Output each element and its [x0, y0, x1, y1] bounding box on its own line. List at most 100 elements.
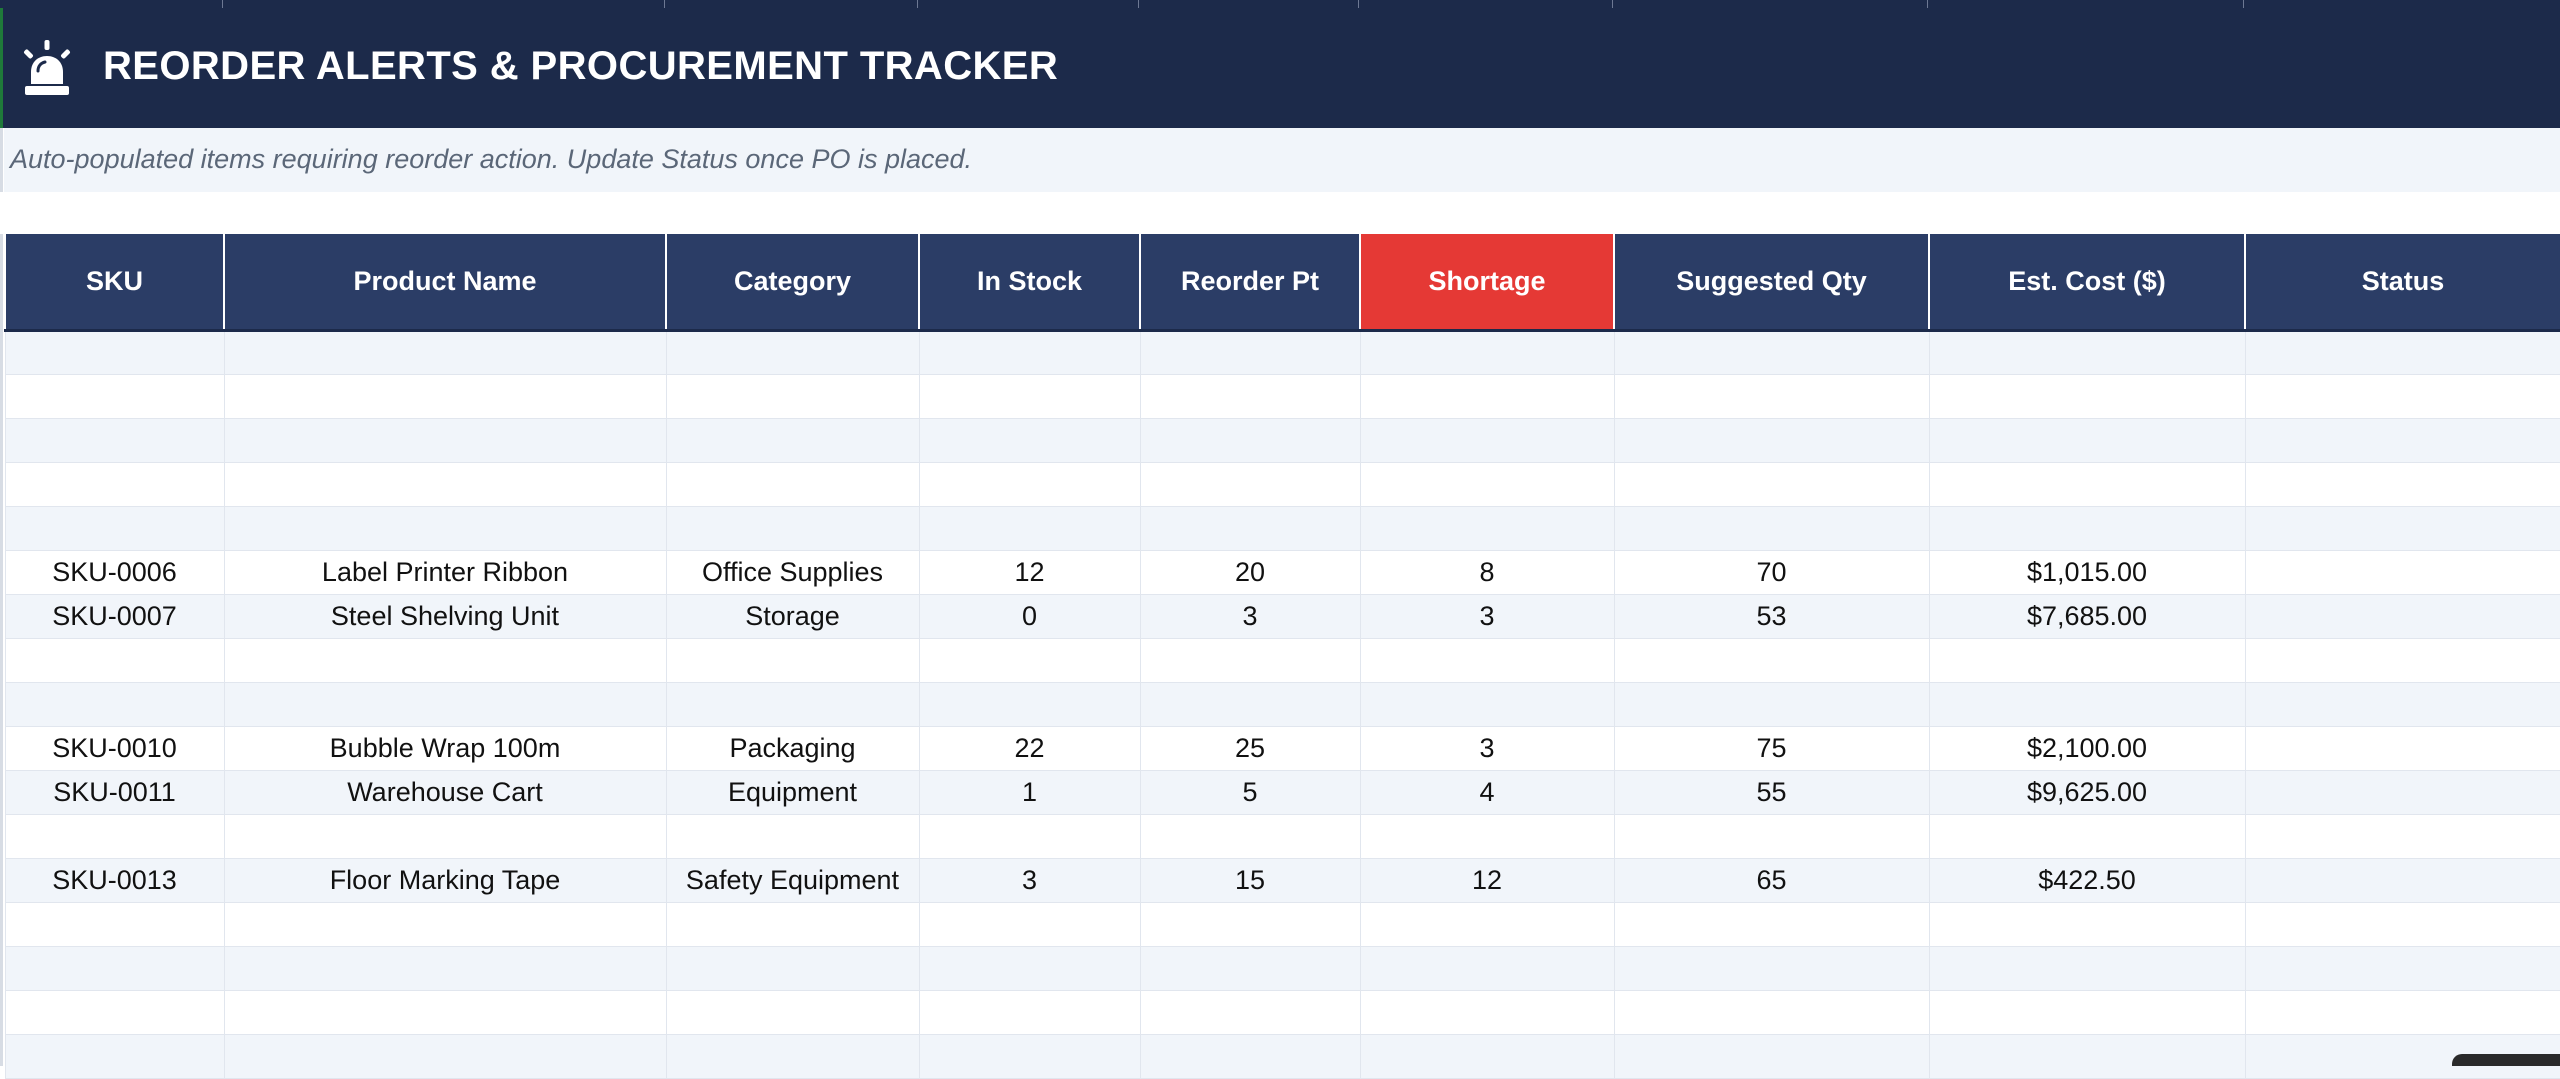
cell-in-stock[interactable] [918, 1034, 1141, 1079]
cell-status[interactable] [2244, 858, 2560, 903]
cell-suggested-qty[interactable] [1613, 990, 1930, 1035]
cell-sku[interactable]: SKU-0007 [4, 594, 225, 639]
cell-shortage[interactable]: 3 [1359, 594, 1615, 639]
cell-est-cost[interactable]: $2,100.00 [1928, 726, 2246, 771]
cell-in-stock[interactable]: 22 [918, 726, 1141, 771]
cell-suggested-qty[interactable] [1613, 374, 1930, 419]
cell-status[interactable] [2244, 814, 2560, 859]
cell-suggested-qty[interactable] [1613, 462, 1930, 507]
cell-in-stock[interactable] [918, 462, 1141, 507]
cell-suggested-qty[interactable] [1613, 330, 1930, 375]
cell-reorder-pt[interactable] [1139, 462, 1361, 507]
cell-product-name[interactable]: Floor Marking Tape [223, 858, 667, 903]
cell-product-name[interactable] [223, 902, 667, 947]
cell-sku[interactable]: SKU-0010 [4, 726, 225, 771]
cell-suggested-qty[interactable]: 55 [1613, 770, 1930, 815]
cell-status[interactable] [2244, 594, 2560, 639]
cell-shortage[interactable] [1359, 638, 1615, 683]
cell-in-stock[interactable] [918, 990, 1141, 1035]
cell-sku[interactable] [4, 462, 225, 507]
column-header-sku[interactable]: SKU [4, 234, 225, 332]
cell-shortage[interactable]: 12 [1359, 858, 1615, 903]
cell-category[interactable] [665, 902, 920, 947]
cell-category[interactable] [665, 418, 920, 463]
cell-status[interactable] [2244, 506, 2560, 551]
cell-sku[interactable] [4, 1034, 225, 1079]
cell-status[interactable] [2244, 462, 2560, 507]
cell-category[interactable]: Storage [665, 594, 920, 639]
column-header-reorder-pt[interactable]: Reorder Pt [1139, 234, 1361, 332]
cell-suggested-qty[interactable]: 65 [1613, 858, 1930, 903]
cell-shortage[interactable] [1359, 374, 1615, 419]
cell-reorder-pt[interactable] [1139, 1034, 1361, 1079]
cell-sku[interactable] [4, 814, 225, 859]
cell-in-stock[interactable] [918, 814, 1141, 859]
cell-suggested-qty[interactable] [1613, 418, 1930, 463]
cell-est-cost[interactable] [1928, 638, 2246, 683]
cell-shortage[interactable]: 8 [1359, 550, 1615, 595]
cell-in-stock[interactable] [918, 374, 1141, 419]
column-header-status[interactable]: Status [2244, 234, 2560, 332]
cell-est-cost[interactable] [1928, 462, 2246, 507]
cell-est-cost[interactable] [1928, 946, 2246, 991]
cell-reorder-pt[interactable] [1139, 374, 1361, 419]
cell-status[interactable] [2244, 418, 2560, 463]
cell-reorder-pt[interactable] [1139, 418, 1361, 463]
cell-suggested-qty[interactable] [1613, 638, 1930, 683]
cell-in-stock[interactable]: 0 [918, 594, 1141, 639]
cell-est-cost[interactable] [1928, 990, 2246, 1035]
cell-status[interactable] [2244, 330, 2560, 375]
cell-suggested-qty[interactable] [1613, 814, 1930, 859]
cell-reorder-pt[interactable] [1139, 990, 1361, 1035]
cell-sku[interactable] [4, 330, 225, 375]
cell-in-stock[interactable] [918, 946, 1141, 991]
cell-est-cost[interactable] [1928, 330, 2246, 375]
cell-category[interactable]: Packaging [665, 726, 920, 771]
cell-reorder-pt[interactable]: 3 [1139, 594, 1361, 639]
cell-reorder-pt[interactable] [1139, 638, 1361, 683]
cell-sku[interactable] [4, 506, 225, 551]
cell-shortage[interactable]: 3 [1359, 726, 1615, 771]
cell-product-name[interactable] [223, 638, 667, 683]
cell-status[interactable] [2244, 550, 2560, 595]
cell-est-cost[interactable] [1928, 374, 2246, 419]
cell-category[interactable] [665, 638, 920, 683]
column-header-suggested-qty[interactable]: Suggested Qty [1613, 234, 1930, 332]
cell-in-stock[interactable] [918, 330, 1141, 375]
cell-in-stock[interactable] [918, 506, 1141, 551]
cell-shortage[interactable] [1359, 1034, 1615, 1079]
column-header-shortage[interactable]: Shortage [1359, 234, 1615, 332]
cell-suggested-qty[interactable]: 75 [1613, 726, 1930, 771]
cell-est-cost[interactable] [1928, 682, 2246, 727]
cell-product-name[interactable] [223, 374, 667, 419]
cell-shortage[interactable] [1359, 990, 1615, 1035]
cell-in-stock[interactable] [918, 682, 1141, 727]
cell-sku[interactable]: SKU-0006 [4, 550, 225, 595]
cell-product-name[interactable]: Bubble Wrap 100m [223, 726, 667, 771]
cell-product-name[interactable] [223, 418, 667, 463]
cell-status[interactable] [2244, 902, 2560, 947]
cell-suggested-qty[interactable] [1613, 506, 1930, 551]
cell-category[interactable] [665, 814, 920, 859]
cell-suggested-qty[interactable]: 53 [1613, 594, 1930, 639]
cell-est-cost[interactable]: $422.50 [1928, 858, 2246, 903]
cell-est-cost[interactable] [1928, 1034, 2246, 1079]
cell-reorder-pt[interactable] [1139, 506, 1361, 551]
cell-suggested-qty[interactable] [1613, 1034, 1930, 1079]
cell-category[interactable] [665, 946, 920, 991]
cell-status[interactable] [2244, 990, 2560, 1035]
cell-status[interactable] [2244, 946, 2560, 991]
cell-shortage[interactable] [1359, 946, 1615, 991]
cell-in-stock[interactable]: 12 [918, 550, 1141, 595]
cell-product-name[interactable] [223, 1034, 667, 1079]
cell-in-stock[interactable] [918, 638, 1141, 683]
cell-status[interactable] [2244, 374, 2560, 419]
cell-in-stock[interactable] [918, 418, 1141, 463]
cell-shortage[interactable] [1359, 902, 1615, 947]
scrollbar-corner[interactable] [2452, 1054, 2560, 1066]
cell-shortage[interactable] [1359, 418, 1615, 463]
cell-est-cost[interactable] [1928, 902, 2246, 947]
cell-reorder-pt[interactable]: 20 [1139, 550, 1361, 595]
column-header-category[interactable]: Category [665, 234, 920, 332]
cell-shortage[interactable] [1359, 330, 1615, 375]
